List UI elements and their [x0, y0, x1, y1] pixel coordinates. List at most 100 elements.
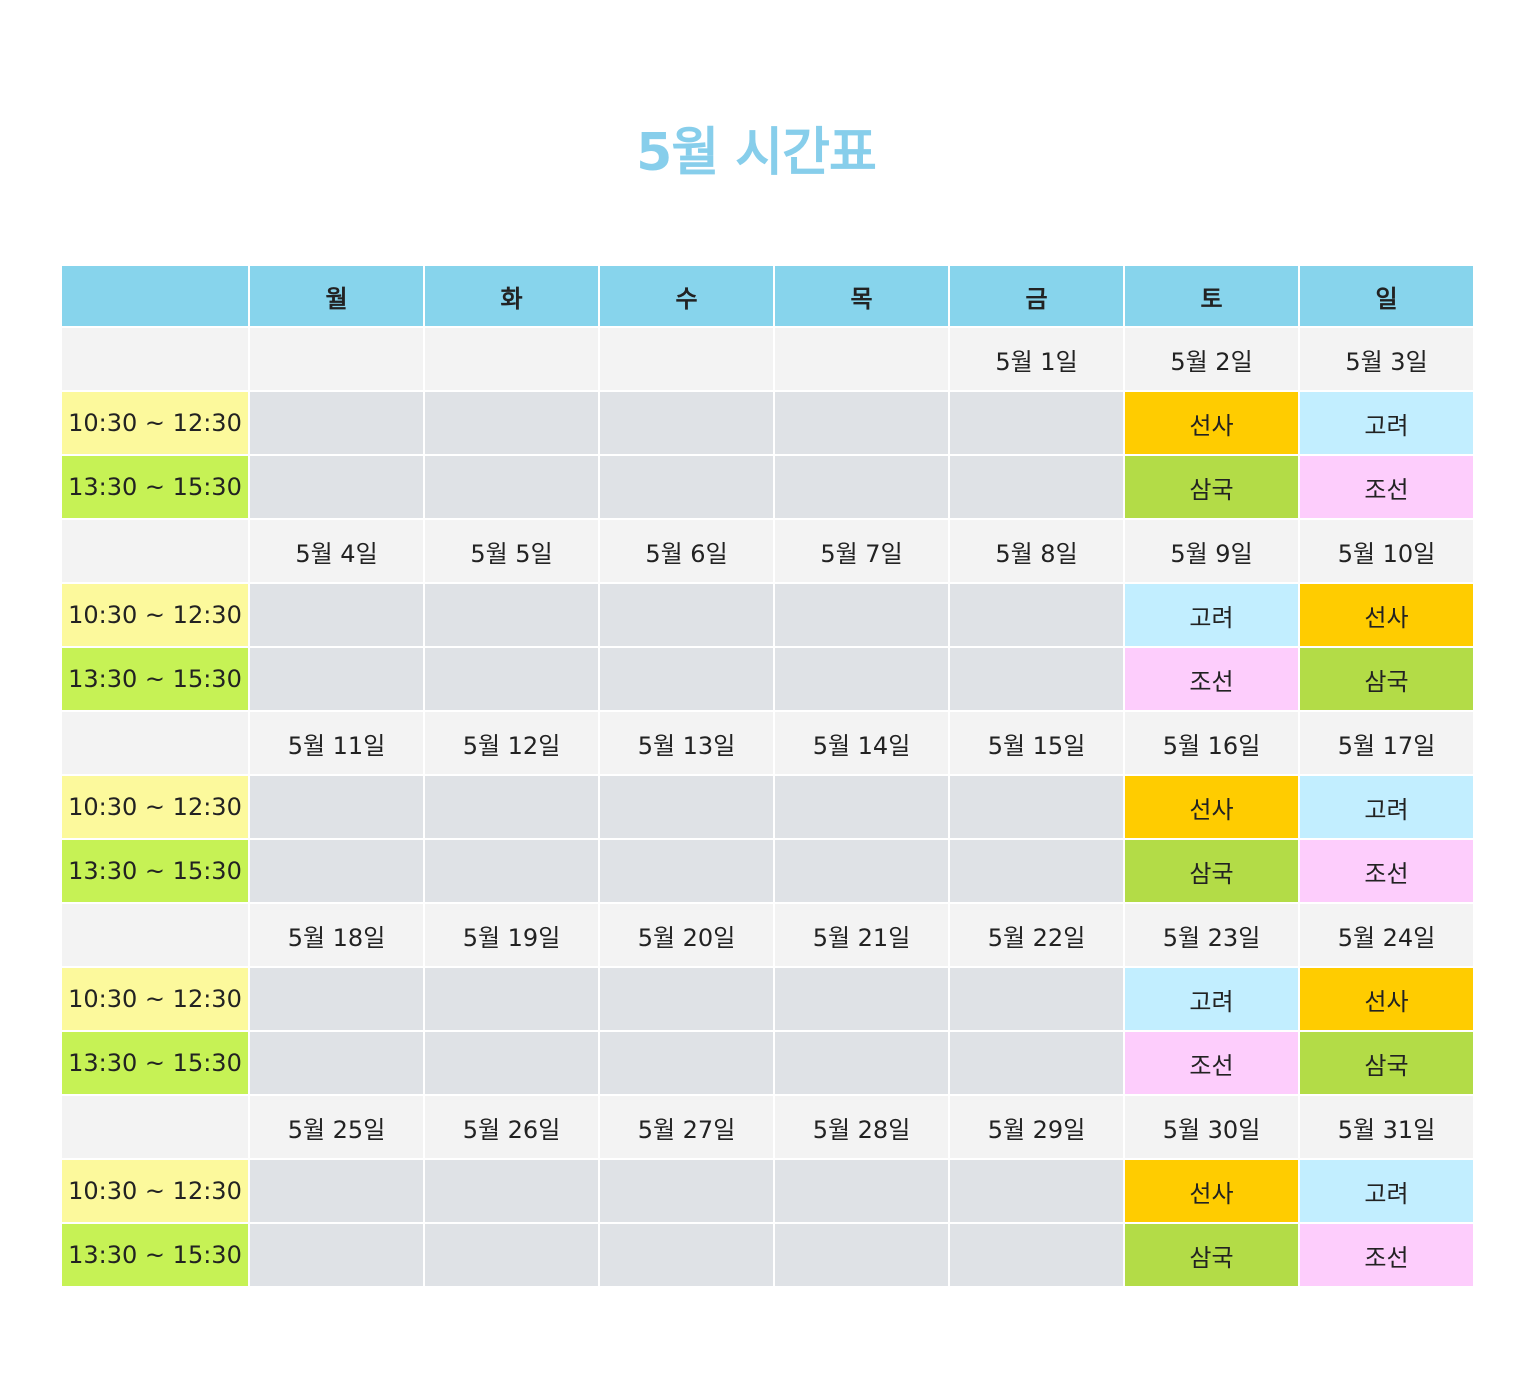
empty-slot-cell [250, 1160, 423, 1222]
time-slot-label: 10:30 ~ 12:30 [62, 1160, 248, 1222]
date-row-label [62, 328, 248, 390]
empty-slot-cell [425, 1160, 598, 1222]
slot-row: 13:30 ~ 15:30 조선 삼국 [62, 648, 1473, 710]
date-cell: 5월 16일 [1125, 712, 1298, 774]
empty-slot-cell [600, 392, 773, 454]
header-corner [62, 266, 248, 326]
date-cell: 5월 28일 [775, 1096, 948, 1158]
date-cell: 5월 6일 [600, 520, 773, 582]
empty-slot-cell [425, 968, 598, 1030]
date-cell: 5월 11일 [250, 712, 423, 774]
empty-slot-cell [250, 392, 423, 454]
date-cell [250, 328, 423, 390]
time-slot-label: 10:30 ~ 12:30 [62, 968, 248, 1030]
empty-slot-cell [425, 840, 598, 902]
empty-slot-cell [425, 392, 598, 454]
empty-slot-cell [950, 456, 1123, 518]
subject-cell: 고려 [1300, 776, 1473, 838]
date-row-label [62, 904, 248, 966]
subject-cell: 조선 [1125, 648, 1298, 710]
subject-cell: 조선 [1125, 1032, 1298, 1094]
empty-slot-cell [775, 584, 948, 646]
date-row: 5월 18일 5월 19일 5월 20일 5월 21일 5월 22일 5월 23일 5월 2… [62, 904, 1473, 966]
empty-slot-cell [425, 1224, 598, 1286]
header-tue: 화 [425, 266, 598, 326]
subject-cell: 조선 [1300, 456, 1473, 518]
date-cell [425, 328, 598, 390]
subject-cell: 고려 [1300, 1160, 1473, 1222]
empty-slot-cell [950, 1032, 1123, 1094]
slot-row: 13:30 ~ 15:30 삼국 조선 [62, 840, 1473, 902]
subject-cell: 고려 [1125, 968, 1298, 1030]
empty-slot-cell [600, 456, 773, 518]
slot-row: 13:30 ~ 15:30 삼국 조선 [62, 1224, 1473, 1286]
date-cell: 5월 15일 [950, 712, 1123, 774]
empty-slot-cell [950, 392, 1123, 454]
time-slot-label: 13:30 ~ 15:30 [62, 1032, 248, 1094]
header-wed: 수 [600, 266, 773, 326]
subject-cell: 조선 [1300, 1224, 1473, 1286]
date-cell: 5월 22일 [950, 904, 1123, 966]
slot-row: 13:30 ~ 15:30 삼국 조선 [62, 456, 1473, 518]
empty-slot-cell [425, 584, 598, 646]
empty-slot-cell [775, 968, 948, 1030]
date-cell: 5월 31일 [1300, 1096, 1473, 1158]
slot-row: 10:30 ~ 12:30 선사 고려 [62, 776, 1473, 838]
empty-slot-cell [600, 1224, 773, 1286]
date-cell [775, 328, 948, 390]
slot-row: 10:30 ~ 12:30 선사 고려 [62, 1160, 1473, 1222]
empty-slot-cell [950, 840, 1123, 902]
date-cell: 5월 12일 [425, 712, 598, 774]
page-title: 5월 시간표 [636, 123, 877, 183]
empty-slot-cell [775, 648, 948, 710]
date-cell: 5월 3일 [1300, 328, 1473, 390]
empty-slot-cell [775, 1160, 948, 1222]
empty-slot-cell [600, 968, 773, 1030]
time-slot-label: 10:30 ~ 12:30 [62, 584, 248, 646]
date-cell: 5월 7일 [775, 520, 948, 582]
date-cell: 5월 18일 [250, 904, 423, 966]
empty-slot-cell [600, 1160, 773, 1222]
date-row: 5월 11일 5월 12일 5월 13일 5월 14일 5월 15일 5월 16일 5월 1… [62, 712, 1473, 774]
subject-cell: 고려 [1125, 584, 1298, 646]
empty-slot-cell [950, 648, 1123, 710]
time-slot-label: 13:30 ~ 15:30 [62, 1224, 248, 1286]
subject-cell: 삼국 [1125, 840, 1298, 902]
subject-cell: 조선 [1300, 840, 1473, 902]
empty-slot-cell [950, 584, 1123, 646]
subject-cell: 선사 [1125, 392, 1298, 454]
header-fri: 금 [950, 266, 1123, 326]
empty-slot-cell [950, 968, 1123, 1030]
subject-cell: 삼국 [1300, 1032, 1473, 1094]
date-row-label [62, 520, 248, 582]
header-sat: 토 [1125, 266, 1298, 326]
date-cell: 5월 20일 [600, 904, 773, 966]
date-cell: 5월 27일 [600, 1096, 773, 1158]
empty-slot-cell [250, 968, 423, 1030]
empty-slot-cell [425, 648, 598, 710]
empty-slot-cell [250, 584, 423, 646]
date-row-label [62, 1096, 248, 1158]
time-slot-label: 10:30 ~ 12:30 [62, 776, 248, 838]
date-cell: 5월 19일 [425, 904, 598, 966]
empty-slot-cell [425, 776, 598, 838]
time-slot-label: 13:30 ~ 15:30 [62, 456, 248, 518]
empty-slot-cell [775, 392, 948, 454]
date-cell: 5월 1일 [950, 328, 1123, 390]
date-row-label [62, 712, 248, 774]
header-thu: 목 [775, 266, 948, 326]
empty-slot-cell [425, 1032, 598, 1094]
empty-slot-cell [250, 840, 423, 902]
subject-cell: 선사 [1300, 968, 1473, 1030]
subject-cell: 삼국 [1125, 1224, 1298, 1286]
empty-slot-cell [600, 1032, 773, 1094]
time-slot-label: 13:30 ~ 15:30 [62, 840, 248, 902]
date-cell: 5월 8일 [950, 520, 1123, 582]
empty-slot-cell [775, 1032, 948, 1094]
date-cell: 5월 9일 [1125, 520, 1298, 582]
date-cell: 5월 29일 [950, 1096, 1123, 1158]
timetable: 월 화 수 목 금 토 일 5월 1일 5월 2일 5월 3일 10:30 ~ 12:… [60, 264, 1475, 1288]
slot-row: 10:30 ~ 12:30 고려 선사 [62, 968, 1473, 1030]
subject-cell: 선사 [1125, 1160, 1298, 1222]
empty-slot-cell [775, 776, 948, 838]
